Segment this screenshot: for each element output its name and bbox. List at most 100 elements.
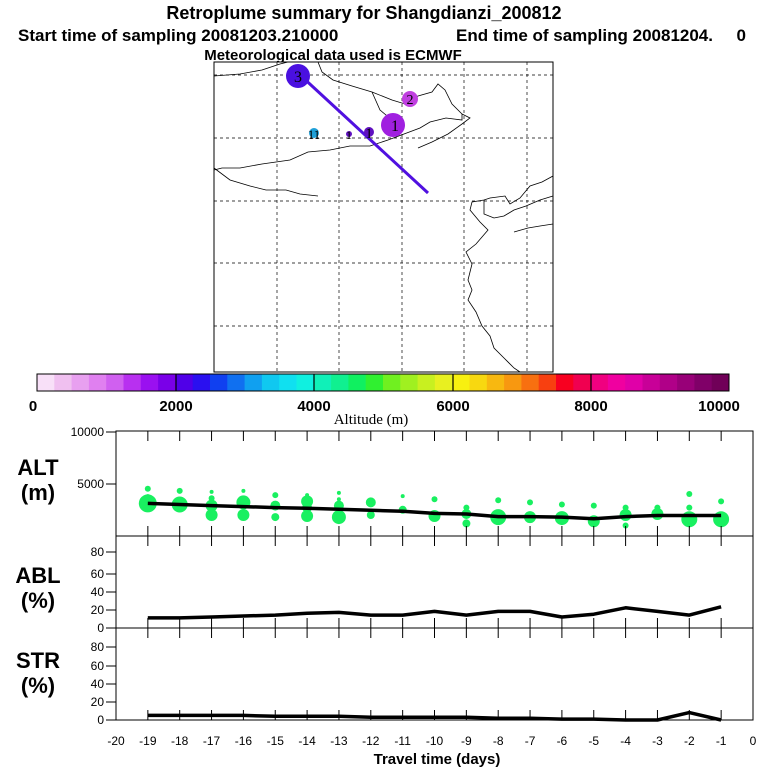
alt-scatter-point <box>622 522 629 529</box>
colorbar-cell <box>88 374 107 391</box>
alt-scatter-point <box>654 504 661 511</box>
marker-dot <box>286 64 310 88</box>
alt-scatter-point <box>527 499 533 506</box>
str-y-ticks: 80 60 40 20 0 <box>91 640 116 727</box>
alt-series-line <box>147 501 722 521</box>
alt-scatter-point <box>681 511 698 528</box>
colorbar-cell <box>504 374 522 391</box>
marker-dot <box>309 128 319 138</box>
alt-scatter-point <box>209 489 214 494</box>
colorbar-cell <box>400 374 419 391</box>
x-tick-label: -18 <box>171 734 189 748</box>
alt-scatter-point <box>271 513 280 522</box>
colorbar-cell <box>54 374 73 391</box>
alt-panel-label-line1: ALT <box>17 455 59 480</box>
colorbar-cell <box>279 374 297 391</box>
plot-frames <box>115 430 754 721</box>
alt-scatter-point <box>495 497 502 504</box>
alt-scatter-point <box>622 504 629 511</box>
end-time-text: End time of sampling 20081204. <box>456 26 713 45</box>
colorbar: 0 2000 4000 6000 8000 10000 Altitude (m) <box>29 373 740 428</box>
colorbar-tick-label: 8000 <box>574 398 607 415</box>
colorbar-cell <box>452 374 470 391</box>
x-tick-label: -8 <box>493 734 504 748</box>
trajectory-line <box>297 72 430 195</box>
x-tick-label: -1 <box>716 734 727 748</box>
alt-scatter-point <box>208 495 215 502</box>
marker-dot <box>381 113 405 137</box>
x-tick-label: -14 <box>298 734 316 748</box>
str-panel-label-line1: STR <box>16 648 60 673</box>
colorbar-cell <box>331 374 349 391</box>
alt-scatter-point <box>144 485 151 492</box>
alt-scatter-point <box>205 509 218 521</box>
str-panel-label-line2: (%) <box>21 673 55 698</box>
str-y-tick-label: 0 <box>97 713 104 727</box>
start-time-text: Start time of sampling 20081203.210000 <box>18 26 338 45</box>
map-frame <box>213 61 554 373</box>
str-y-tick-label: 20 <box>91 695 105 709</box>
colorbar-dividers <box>175 374 592 391</box>
colorbar-cell <box>210 374 228 391</box>
alt-scatter-point <box>686 491 693 497</box>
alt-scatter-point <box>366 511 375 519</box>
marker-label: 3 <box>294 69 302 86</box>
figure-title: Retroplume summary for Shangdianzi_20081… <box>166 3 561 23</box>
x-tick-label: -19 <box>139 734 157 748</box>
colorbar-cell <box>175 374 194 391</box>
alt-scatter-point <box>176 487 183 494</box>
str-panel-frame <box>115 627 754 721</box>
colorbar-tick-label: 2000 <box>159 398 192 415</box>
map-borders <box>213 61 554 373</box>
colorbar-title: Altitude (m) <box>334 412 409 428</box>
colorbar-cell <box>521 374 540 391</box>
x-tick-label: -9 <box>461 734 472 748</box>
alt-scatter-point <box>301 510 314 522</box>
colorbar-cell <box>227 374 246 391</box>
abl-panel-frame <box>115 535 754 629</box>
colorbar-cell <box>71 374 90 391</box>
colorbar-frame <box>36 373 730 392</box>
met-data-text: Meteorological data used is ECMWF <box>204 47 462 64</box>
abl-y-ticks: 80 60 40 20 0 <box>91 545 116 635</box>
colorbar-cell <box>659 374 678 391</box>
map-markers: 3 2 1 11 1 1 <box>286 64 418 142</box>
alt-scatter-point <box>462 519 471 528</box>
marker-label: 1 <box>391 118 399 135</box>
colorbar-cell <box>37 374 55 391</box>
alt-scatter-point <box>336 490 341 495</box>
str-y-tick-label: 80 <box>91 640 105 654</box>
colorbar-cell <box>383 374 401 391</box>
alt-scatter-point <box>365 497 376 508</box>
alt-panel-label-line2: (m) <box>21 480 55 505</box>
colorbar-cell <box>434 374 453 391</box>
alt-scatter-point <box>686 504 693 511</box>
alt-scatter-point <box>400 494 405 499</box>
end-time-suffix: 0 <box>737 26 746 45</box>
x-axis-title: Travel time (days) <box>374 751 501 768</box>
alt-scatter-point <box>431 496 438 503</box>
map-gridlines <box>214 62 553 372</box>
colorbar-tick-label: 6000 <box>436 398 469 415</box>
colorbar-cell <box>296 374 315 391</box>
x-tick-label: 0 <box>750 734 757 748</box>
marker-label: 1 <box>365 126 373 142</box>
abl-y-tick-label: 40 <box>91 585 105 599</box>
alt-scatter-point <box>237 509 250 521</box>
alt-scatter-point <box>336 497 341 502</box>
x-tick-label: -6 <box>557 734 568 748</box>
colorbar-cell <box>158 374 176 391</box>
abl-y-tick-label: 60 <box>91 567 105 581</box>
marker-dot <box>346 131 352 137</box>
alt-scatter-point <box>718 498 725 505</box>
colorbar-cell <box>607 374 626 391</box>
alt-scatter-point <box>463 504 470 511</box>
alt-scatter-point <box>305 493 310 498</box>
marker-label: 2 <box>407 93 414 108</box>
colorbar-cell <box>677 374 695 391</box>
colorbar-cell <box>140 374 159 391</box>
marker-label: 11 <box>308 127 321 142</box>
x-tick-label: -13 <box>330 734 348 748</box>
abl-panel-label-line2: (%) <box>21 588 55 613</box>
